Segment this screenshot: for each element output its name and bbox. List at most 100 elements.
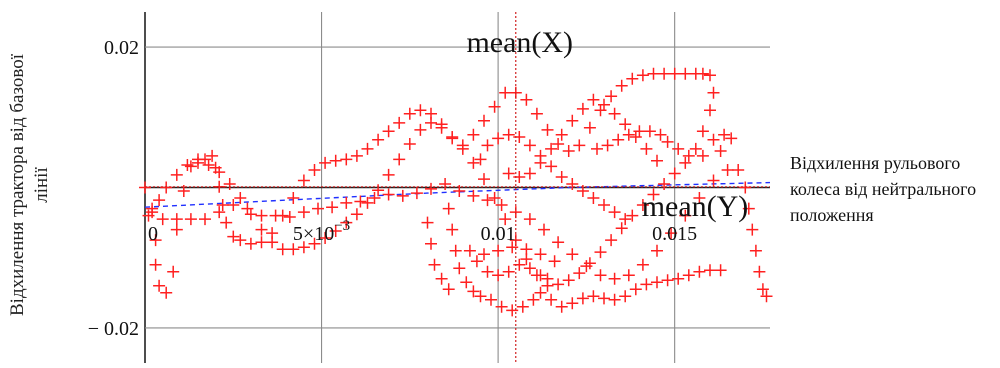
- data-point: [682, 149, 695, 162]
- data-point: [255, 236, 268, 249]
- data-point: [319, 156, 332, 169]
- mean-x-label: mean(X): [466, 26, 573, 59]
- data-point: [513, 171, 526, 183]
- data-point: [605, 90, 618, 103]
- data-point: [615, 79, 628, 92]
- x-tick-label: 0.015: [652, 223, 697, 245]
- data-point: [640, 142, 653, 155]
- data-point: [467, 189, 480, 202]
- data-point: [453, 185, 466, 197]
- data-point: [170, 168, 183, 181]
- data-point: [562, 274, 575, 287]
- data-point: [241, 202, 254, 215]
- mean-y-label: mean(Y): [642, 190, 749, 223]
- data-point: [382, 125, 395, 138]
- data-point: [647, 67, 660, 80]
- data-point: [474, 153, 487, 166]
- data-point: [502, 128, 515, 141]
- data-point: [329, 225, 342, 237]
- data-point: [552, 236, 565, 249]
- data-point: [523, 139, 536, 152]
- data-point: [672, 142, 685, 155]
- data-point: [312, 202, 324, 215]
- data-point: [689, 142, 702, 155]
- data-point: [520, 93, 533, 106]
- data-point: [502, 265, 515, 278]
- y-tick-label: 0.02: [104, 37, 139, 59]
- data-point: [629, 283, 642, 296]
- data-point: [605, 234, 618, 247]
- x-tick-label: 0: [148, 223, 158, 245]
- data-point: [467, 156, 480, 169]
- x-axis-label: Відхилення рульового колеса від нейтраль…: [790, 153, 977, 225]
- data-point: [566, 178, 579, 190]
- data-point: [372, 133, 385, 146]
- data-point: [492, 244, 505, 257]
- data-point: [495, 300, 508, 313]
- data-point: [184, 213, 197, 226]
- data-point: [555, 171, 568, 183]
- data-point: [206, 149, 219, 162]
- data-point: [523, 167, 536, 180]
- data-point: [393, 153, 406, 166]
- data-point: [679, 67, 692, 80]
- data-point: [704, 69, 716, 82]
- data-point: [640, 278, 653, 291]
- data-point: [626, 72, 639, 85]
- data-point: [474, 290, 487, 303]
- y-tick-label: − 0.02: [88, 318, 139, 340]
- data-point: [629, 131, 642, 143]
- data-point: [156, 213, 169, 226]
- data-point: [643, 125, 656, 138]
- data-point: [283, 211, 296, 223]
- data-point: [202, 159, 215, 171]
- data-point: [562, 145, 575, 157]
- data-point: [223, 178, 236, 190]
- data-point: [269, 209, 282, 222]
- data-point: [425, 182, 437, 195]
- data-point: [492, 269, 505, 282]
- data-point: [696, 67, 709, 80]
- data-point: [523, 213, 536, 226]
- mean-lines: [145, 12, 770, 363]
- data-point: [266, 236, 279, 249]
- data-point: [213, 180, 226, 193]
- data-point: [492, 132, 505, 145]
- data-point: [566, 297, 579, 310]
- data-point: [555, 128, 568, 141]
- data-point: [403, 107, 416, 120]
- data-point: [732, 164, 745, 176]
- data-point: [619, 290, 632, 303]
- data-point: [181, 159, 194, 171]
- data-point: [608, 293, 621, 306]
- data-point: [651, 276, 663, 289]
- data-point: [534, 156, 547, 169]
- data-point: [149, 234, 162, 247]
- data-point: [693, 265, 706, 278]
- data-point: [707, 174, 720, 187]
- data-point: [244, 237, 257, 250]
- data-point: [340, 216, 353, 229]
- data-point: [213, 206, 226, 219]
- data-point: [234, 192, 247, 204]
- data-point: [499, 213, 512, 226]
- data-point: [636, 258, 649, 271]
- data-point: [591, 142, 603, 155]
- data-point: [615, 222, 628, 235]
- data-point: [435, 121, 448, 134]
- data-point: [421, 216, 434, 229]
- data-point: [548, 255, 561, 268]
- data-point: [485, 293, 497, 306]
- data-point: [460, 276, 473, 289]
- fit-line: [144, 181, 771, 208]
- data-point: [636, 199, 649, 211]
- data-point: [566, 248, 579, 261]
- data-point: [760, 290, 773, 303]
- data-point: [718, 128, 731, 141]
- data-point: [661, 135, 674, 148]
- data-point: [361, 142, 374, 155]
- data-point: [382, 188, 395, 201]
- data-point: [651, 154, 663, 167]
- data-point: [658, 67, 671, 80]
